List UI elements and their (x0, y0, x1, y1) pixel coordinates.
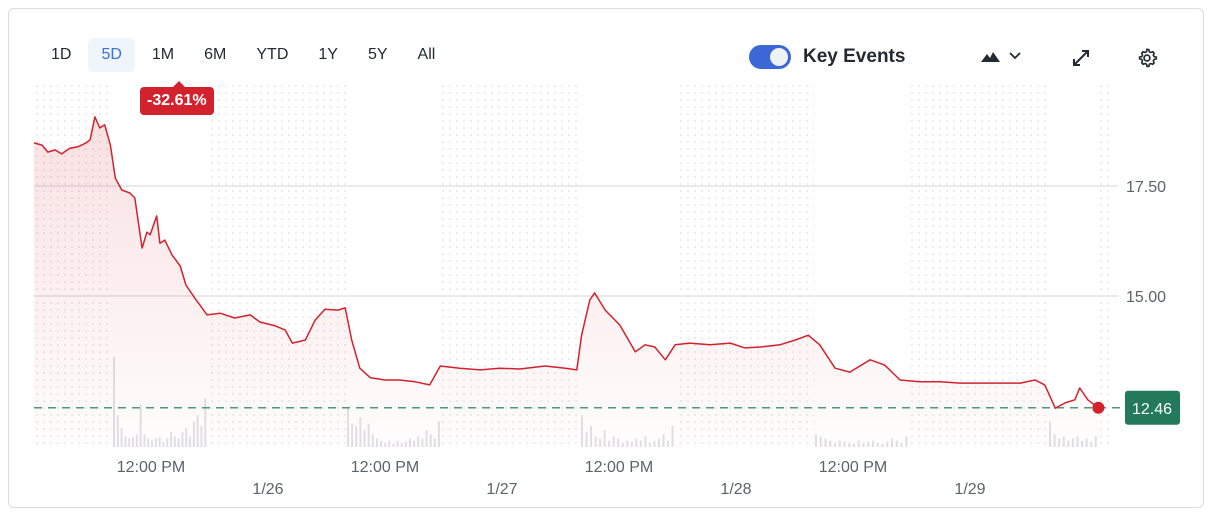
change-badge: -32.61% (140, 81, 214, 115)
x-tick-label: 1/26 (252, 481, 283, 498)
last-price-badge: 12.46 (1125, 390, 1180, 425)
x-tick-label: 12:00 PM (117, 459, 185, 476)
x-tick-label: 1/27 (486, 481, 517, 498)
y-tick-label: 17.50 (1126, 179, 1166, 196)
price-line (33, 116, 1099, 409)
chevron-down-icon[interactable] (1009, 52, 1021, 60)
x-tick-label: 12:00 PM (585, 459, 653, 476)
x-tick-label: 1/29 (954, 481, 985, 498)
last-price-dot (1092, 401, 1105, 414)
range-5d[interactable]: 5D (88, 38, 135, 72)
range-1d[interactable]: 1D (51, 46, 72, 63)
expand-icon[interactable] (1071, 48, 1091, 68)
range-selector: 1D 5D 1M 6M YTD 1Y 5Y All (38, 38, 452, 72)
key-events-label: Key Events (803, 46, 906, 67)
last-price-label: 12.46 (1132, 401, 1172, 418)
y-tick-label: 15.00 (1126, 289, 1166, 306)
range-1m[interactable]: 1M (151, 46, 175, 63)
range-all[interactable]: All (417, 46, 436, 63)
range-6m[interactable]: 6M (204, 46, 227, 63)
range-5y[interactable]: 5Y (367, 46, 388, 63)
gear-icon[interactable] (1136, 47, 1158, 69)
range-ytd[interactable]: YTD (256, 46, 289, 63)
key-events-toggle[interactable] (749, 45, 791, 69)
x-tick-label: 1/28 (720, 481, 751, 498)
x-tick-label: 12:00 PM (351, 459, 419, 476)
range-1y[interactable]: 1Y (318, 46, 338, 63)
mountain-chart-type-icon[interactable] (981, 51, 1001, 63)
x-tick-label: 12:00 PM (819, 459, 887, 476)
regular-session-band (1048, 80, 1099, 447)
